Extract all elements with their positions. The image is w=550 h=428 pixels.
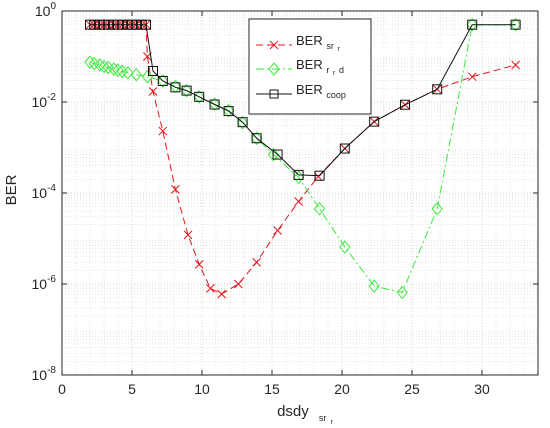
data-point-x-marker (234, 279, 243, 289)
data-point-square-marker (141, 19, 151, 30)
data-point-square-marker (181, 85, 192, 96)
data-point-x-marker (252, 257, 261, 267)
data-point-diamond-marker (208, 97, 221, 111)
data-point-diamond-marker (157, 74, 169, 88)
data-point-square-marker (223, 106, 234, 117)
data-point-diamond-marker (108, 62, 120, 76)
legend: BER sr r BER r r d BER coop (248, 18, 372, 115)
data-point-diamond-marker (339, 240, 351, 254)
data-point-diamond-marker (169, 79, 182, 94)
x-tick-label: 20 (334, 381, 350, 397)
data-point-diamond-marker (509, 17, 522, 32)
y-tick-label: 10-2 (32, 92, 57, 110)
data-point-x-marker (217, 289, 226, 299)
x-tick-label: 0 (58, 381, 66, 397)
legend-square-marker (269, 89, 279, 99)
data-point-square-marker (237, 117, 248, 128)
data-point-square-marker (251, 133, 262, 144)
data-point-diamond-marker (84, 55, 96, 69)
data-point-square-marker (194, 91, 205, 102)
data-point-square-marker (510, 19, 521, 30)
data-point-diamond-marker (180, 83, 193, 98)
data-point-x-marker (158, 126, 168, 136)
x-tick-label: 10 (194, 381, 210, 397)
legend-label-ber-srr: BER sr r (296, 33, 340, 53)
data-point-diamond-marker (141, 69, 154, 84)
data-point-x-marker (171, 185, 180, 194)
data-point-x-marker (294, 197, 303, 206)
data-point-square-marker (209, 99, 220, 110)
data-point-diamond-marker (112, 63, 124, 77)
legend-label-ber-coop: BER coop (296, 82, 346, 100)
x-tick-label: 25 (404, 381, 420, 397)
series-layer (84, 17, 522, 300)
x-tick-label: 5 (128, 381, 136, 397)
data-point-diamond-marker (222, 103, 235, 118)
data-point-x-marker (273, 226, 282, 235)
y-tick-label: 10-8 (32, 365, 57, 383)
data-point-square-marker (400, 99, 410, 110)
legend-diamond-marker (268, 62, 280, 76)
data-point-x-marker (511, 60, 520, 70)
data-point-x-marker (194, 260, 204, 269)
legend-x-marker (269, 40, 279, 50)
legend-entry-ber-coop: BER coop (256, 82, 346, 100)
data-point-square-marker (467, 19, 478, 30)
y-tick-label: 100 (35, 1, 57, 19)
data-point-diamond-marker (396, 285, 408, 300)
y-tick-label: 10-4 (32, 183, 57, 201)
data-point-square-marker (432, 84, 443, 95)
series-2 (85, 19, 521, 181)
data-point-square-marker (103, 19, 114, 30)
data-point-square-marker (369, 116, 380, 127)
data-point-square-marker (293, 169, 304, 180)
legend-box (248, 18, 372, 115)
data-point-diamond-marker (267, 147, 280, 162)
data-point-square-marker (117, 19, 128, 30)
data-point-diamond-marker (313, 201, 326, 216)
data-point-diamond-marker (250, 131, 263, 145)
data-point-square-marker (314, 170, 325, 181)
axis-ticks: 0 5 10 15 20 25 30 100 10-2 10-4 10-6 10-8 (32, 1, 538, 397)
data-point-diamond-marker (368, 279, 380, 293)
data-point-square-marker (89, 19, 100, 30)
data-point-square-marker (148, 66, 158, 77)
data-point-x-marker (148, 87, 158, 96)
x-tick-label: 30 (474, 381, 490, 397)
data-point-diamond-marker (94, 58, 106, 72)
data-point-square-marker (131, 19, 142, 30)
legend-entry-ber-rrd: BER r r d (256, 57, 344, 78)
data-point-square-marker (157, 75, 168, 86)
x-axis-label: dsdy sr r (277, 403, 334, 426)
data-point-x-marker (206, 284, 215, 293)
data-point-square-marker (170, 82, 181, 93)
x-tick-label: 15 (264, 381, 280, 397)
legend-label-ber-rrd: BER r r d (296, 57, 344, 78)
y-tick-label: 10-6 (32, 274, 57, 292)
data-point-x-marker (467, 72, 477, 82)
data-point-square-marker (339, 143, 350, 154)
data-point-x-marker (183, 230, 193, 240)
data-point-diamond-marker (466, 17, 478, 32)
data-point-square-marker (272, 149, 283, 160)
legend-entry-ber-srr: BER sr r (256, 33, 340, 53)
y-axis-label: BER (3, 174, 20, 205)
data-point-diamond-marker (122, 65, 134, 80)
data-point-diamond-marker (431, 201, 443, 216)
data-point-diamond-marker (98, 59, 110, 74)
data-point-diamond-marker (130, 67, 142, 82)
data-point-diamond-marker (236, 115, 249, 130)
